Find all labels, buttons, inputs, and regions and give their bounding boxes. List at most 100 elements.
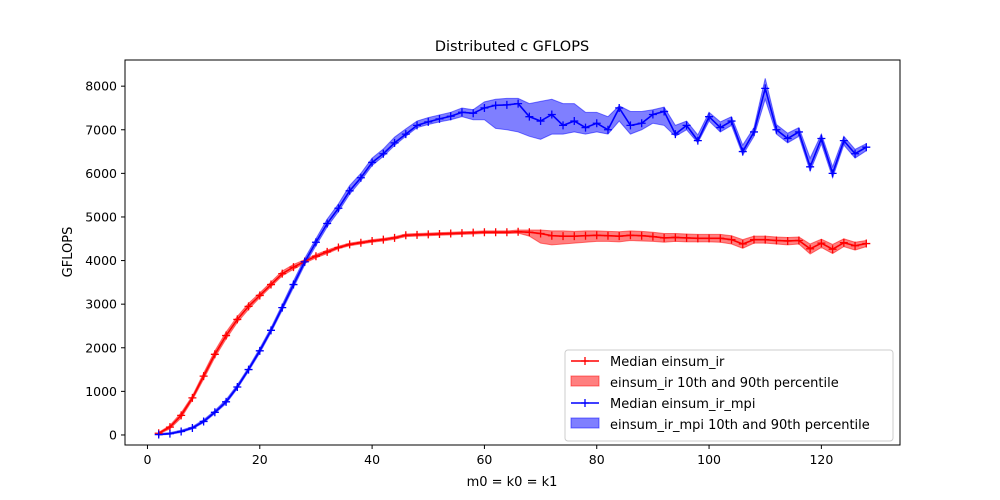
- data-point-series-1: [502, 100, 511, 109]
- x-axis-label: m0 = k0 = k1: [467, 475, 558, 490]
- data-point-series-1: [278, 303, 287, 312]
- x-tick-label: 40: [364, 452, 380, 467]
- data-point-series-1: [289, 280, 298, 289]
- data-point-series-1: [570, 117, 579, 126]
- data-point-series-0: [323, 247, 332, 256]
- legend-box: [564, 349, 894, 442]
- data-point-series-1: [716, 123, 725, 132]
- data-point-series-1: [738, 147, 747, 156]
- data-point-series-0: [581, 231, 590, 240]
- data-point-series-1: [401, 130, 410, 139]
- data-point-series-0: [413, 230, 422, 239]
- data-point-series-1: [188, 424, 197, 432]
- data-point-series-1: [480, 103, 489, 112]
- data-point-series-1: [536, 117, 545, 126]
- data-point-series-0: [188, 393, 197, 402]
- y-tick-label: 8000: [85, 79, 117, 94]
- data-point-series-0: [514, 227, 523, 236]
- legend: Median einsum_ir einsum_ir 10th and 90th…: [564, 349, 894, 442]
- data-point-series-0: [693, 234, 702, 243]
- data-point-series-0: [615, 232, 624, 241]
- data-point-series-0: [592, 231, 601, 240]
- data-point-series-1: [446, 112, 455, 121]
- data-point-series-1: [323, 219, 332, 228]
- y-tick-label: 7000: [85, 122, 117, 137]
- data-point-series-1: [413, 121, 422, 130]
- data-point-series-1: [547, 110, 556, 119]
- legend-label-series-1: Median einsum_ir_mpi: [610, 397, 755, 412]
- data-point-series-1: [828, 169, 837, 178]
- data-point-series-1: [199, 417, 208, 426]
- data-point-series-0: [637, 231, 646, 240]
- data-point-series-0: [255, 291, 264, 300]
- data-point-series-1: [648, 110, 657, 119]
- data-point-series-0: [648, 232, 657, 241]
- data-point-series-0: [660, 233, 669, 242]
- data-point-series-1: [233, 383, 242, 392]
- legend-swatch-band-1: [570, 417, 600, 429]
- data-point-series-0: [177, 411, 186, 420]
- data-point-series-0: [446, 229, 455, 238]
- data-point-series-1: [210, 408, 219, 417]
- data-point-series-1: [783, 134, 792, 143]
- data-point-series-0: [199, 372, 208, 381]
- data-point-series-1: [603, 125, 612, 134]
- data-point-series-0: [716, 234, 725, 243]
- data-point-series-1: [514, 99, 523, 108]
- x-tick-label: 120: [809, 452, 833, 467]
- data-point-series-0: [480, 228, 489, 237]
- markers-layer: [154, 84, 871, 439]
- data-point-series-1: [457, 108, 466, 117]
- data-point-series-0: [525, 228, 534, 237]
- data-point-series-0: [603, 231, 612, 240]
- data-point-series-0: [671, 233, 680, 242]
- data-point-series-1: [177, 427, 186, 436]
- x-tick-label: 100: [697, 452, 721, 467]
- data-point-series-1: [660, 107, 669, 116]
- data-point-series-1: [165, 429, 174, 438]
- data-point-series-0: [244, 302, 253, 311]
- data-point-series-0: [424, 230, 433, 239]
- x-tick-label: 0: [143, 452, 151, 467]
- data-point-series-1: [154, 430, 163, 439]
- y-tick-label: 0: [109, 427, 117, 442]
- data-point-series-0: [851, 241, 860, 250]
- data-point-series-1: [559, 121, 568, 130]
- data-point-series-1: [749, 127, 758, 136]
- data-point-series-0: [862, 239, 871, 248]
- data-point-series-0: [345, 240, 354, 249]
- data-point-series-1: [794, 127, 803, 136]
- data-point-series-1: [693, 136, 702, 145]
- data-point-series-1: [862, 143, 871, 152]
- data-point-series-0: [233, 315, 242, 324]
- data-point-series-0: [379, 235, 388, 244]
- data-point-series-1: [435, 114, 444, 123]
- data-point-series-0: [682, 233, 691, 242]
- legend-marker-series-0: [581, 357, 589, 365]
- data-point-series-0: [210, 350, 219, 359]
- lines-layer: [158, 85, 867, 436]
- data-point-series-1: [356, 173, 365, 182]
- data-point-series-0: [289, 263, 298, 272]
- data-point-series-0: [559, 232, 568, 241]
- data-point-series-0: [772, 236, 781, 245]
- data-point-series-0: [368, 236, 377, 245]
- data-point-series-0: [435, 229, 444, 238]
- data-point-series-0: [794, 236, 803, 245]
- legend-label-series-0: Median einsum_ir: [610, 355, 725, 370]
- data-point-series-1: [615, 103, 624, 112]
- y-tick-label: 3000: [85, 297, 117, 312]
- data-point-series-0: [334, 243, 343, 252]
- median-line-series-1: [158, 85, 867, 436]
- data-point-series-0: [839, 238, 848, 247]
- x-tick-label: 20: [252, 452, 268, 467]
- data-point-series-0: [761, 235, 770, 244]
- data-point-series-1: [368, 158, 377, 167]
- data-point-series-1: [839, 136, 848, 145]
- y-axis-label: GFLOPS: [61, 227, 76, 278]
- data-point-series-0: [547, 231, 556, 240]
- data-point-series-1: [682, 121, 691, 130]
- data-point-series-1: [637, 119, 646, 128]
- chart-title: Distributed c GFLOPS: [435, 39, 589, 55]
- data-point-series-1: [311, 238, 320, 247]
